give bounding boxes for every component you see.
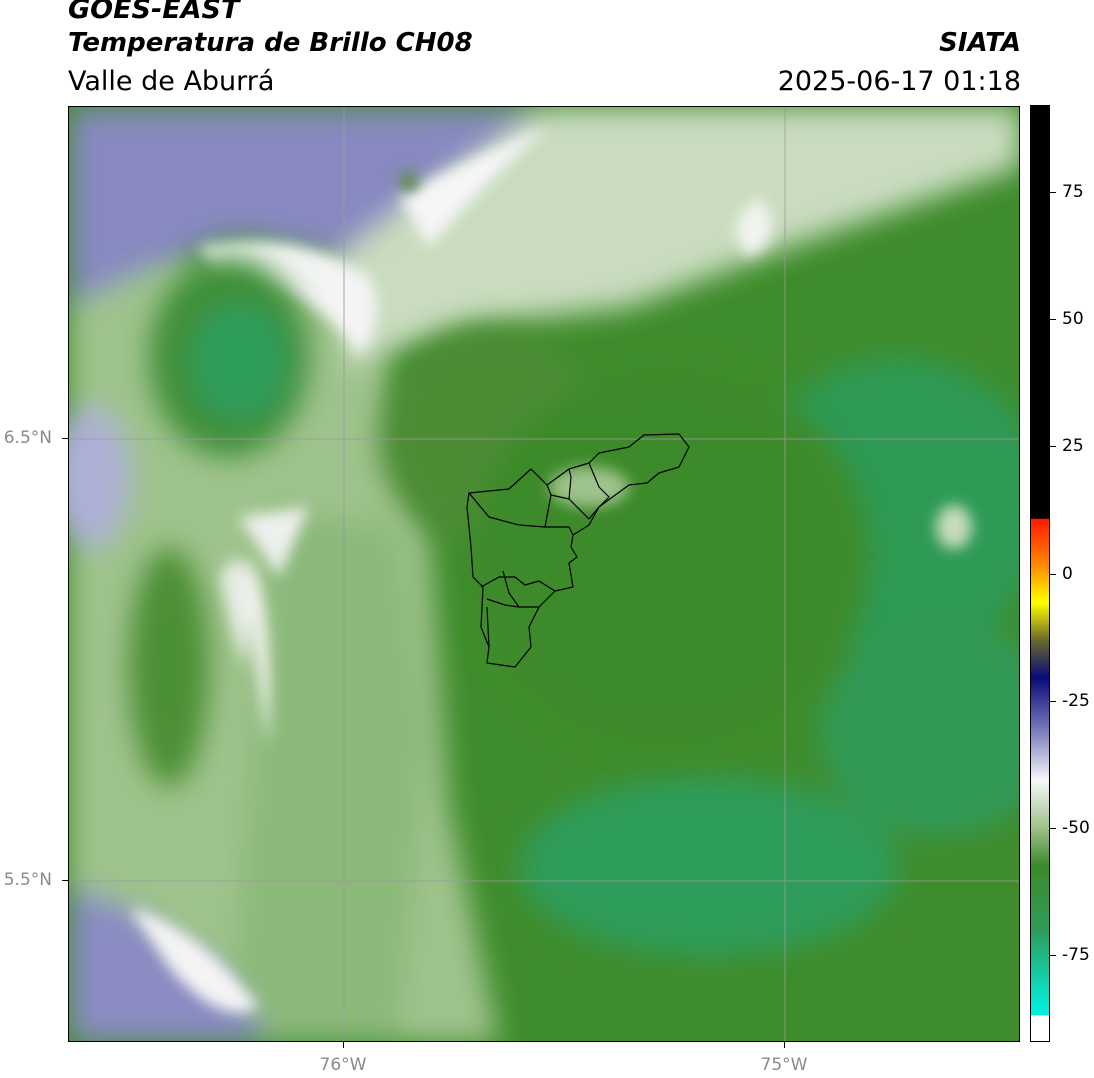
lon-label-76w: 76°W: [319, 1055, 367, 1075]
white-band-ridge: [244, 557, 270, 747]
lon-tick-76w: [343, 1042, 344, 1048]
colorbar-gradient: [1031, 106, 1049, 1041]
timestamp-label: 2025-06-17 01:18: [777, 66, 1021, 97]
organization-label: SIATA: [939, 28, 1021, 58]
colorbar-tick-mark: [1050, 701, 1056, 702]
lon-label-75w: 75°W: [760, 1055, 808, 1075]
colorbar-tick-label: -50: [1062, 818, 1090, 838]
lon-tick-75w: [784, 1042, 785, 1048]
colorbar-tick-mark: [1050, 574, 1056, 575]
teal-region-southeast: [819, 617, 1019, 837]
colorbar-tick-label: -75: [1062, 945, 1090, 965]
colorbar-tick-mark: [1050, 192, 1056, 193]
colorbar-tick-label: 75: [1062, 182, 1084, 202]
colorbar-tick-mark: [1050, 446, 1056, 447]
map-canvas: [69, 107, 1019, 1041]
brightness-temperature-map[interactable]: [68, 106, 1020, 1042]
product-title: Temperatura de Brillo CH08: [68, 28, 473, 58]
colorbar-tick-label: 25: [1062, 436, 1084, 456]
colorbar-tick-mark: [1050, 828, 1056, 829]
lat-tick-6-5: [62, 438, 68, 439]
colorbar-tick-label: 0: [1062, 564, 1073, 584]
lat-label-5-5: 5.5°N: [3, 870, 52, 890]
white-band-southwest: [129, 907, 259, 1012]
teal-region-south: [519, 777, 899, 957]
lat-label-6-5: 6.5°N: [3, 428, 52, 448]
colorbar-tick-label: -25: [1062, 691, 1090, 711]
satellite-name: GOES-EAST: [68, 0, 240, 25]
temperature-colorbar: [1030, 105, 1050, 1042]
colorbar-tick-mark: [1050, 955, 1056, 956]
region-subtitle: Valle de Aburrá: [68, 66, 275, 97]
map-gridlines: [69, 107, 1019, 1041]
cold-cloud-northwest: [69, 107, 539, 307]
colorbar-tick-mark: [1050, 319, 1056, 320]
valle-de-aburra-boundaries: [466, 433, 690, 668]
lat-tick-5-5: [62, 880, 68, 881]
colorbar-tick-label: 50: [1062, 309, 1084, 329]
